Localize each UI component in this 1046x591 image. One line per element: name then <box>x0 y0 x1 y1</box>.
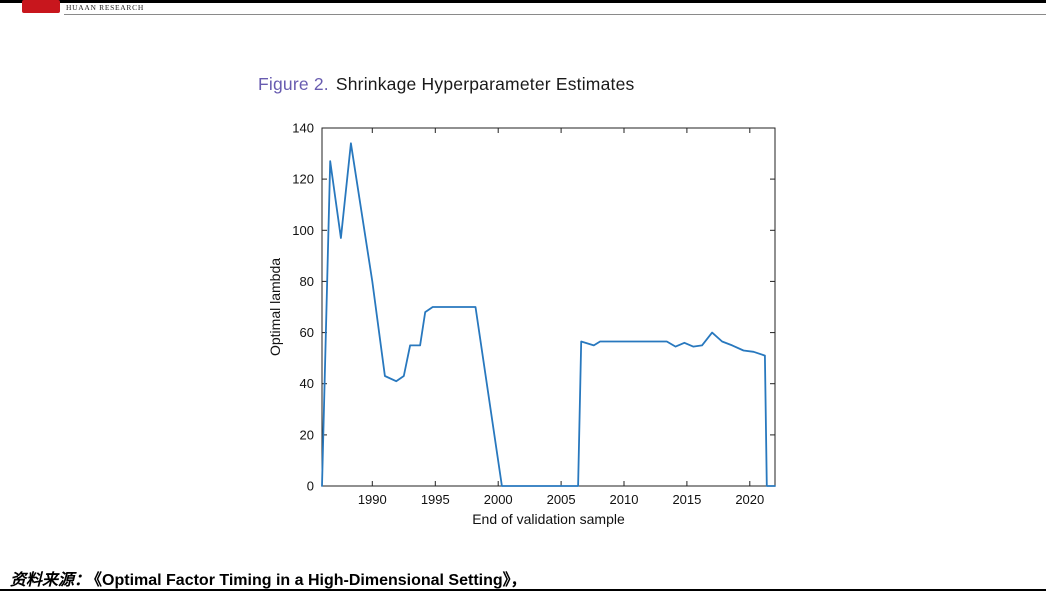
figure-number: Figure 2. <box>258 74 329 94</box>
svg-text:End of validation sample: End of validation sample <box>472 511 625 527</box>
svg-text:Optimal lambda: Optimal lambda <box>267 258 283 356</box>
svg-text:2020: 2020 <box>735 492 764 507</box>
svg-text:20: 20 <box>300 427 314 442</box>
svg-text:120: 120 <box>292 172 314 187</box>
svg-text:1990: 1990 <box>358 492 387 507</box>
source-label: 资料来源： <box>10 572 91 589</box>
figure-title-text: Shrinkage Hyperparameter Estimates <box>335 74 635 94</box>
source-note: 资料来源： 《Optimal Factor Timing in a High-Di… <box>10 566 527 590</box>
svg-text:100: 100 <box>292 223 314 238</box>
svg-text:40: 40 <box>300 376 314 391</box>
svg-text:2000: 2000 <box>484 492 513 507</box>
top-black-bar <box>0 0 1046 3</box>
shrinkage-line-chart: 1990 1995 2000 2005 2010 2015 2020 0 20 40 60 80 100… <box>267 121 776 527</box>
svg-text:0: 0 <box>307 479 314 494</box>
svg-text:2015: 2015 <box>672 492 701 507</box>
bottom-black-bar <box>0 589 1046 591</box>
svg-text:80: 80 <box>300 274 314 289</box>
figure-title: Figure 2. Shrinkage Hyperparameter Estima… <box>258 74 634 95</box>
huaan-logo <box>22 0 60 13</box>
svg-text:2010: 2010 <box>610 492 639 507</box>
svg-text:2005: 2005 <box>547 492 576 507</box>
svg-text:60: 60 <box>300 325 314 340</box>
svg-text:140: 140 <box>292 121 314 136</box>
svg-text:1995: 1995 <box>421 492 450 507</box>
brand-text: HUAAN RESEARCH <box>66 3 144 12</box>
header-divider <box>64 14 1046 15</box>
source-title: 《Optimal Factor Timing in a High-Dimensi… <box>94 572 527 589</box>
figure-panel: 1990 1995 2000 2005 2010 2015 2020 0 20 40 60 80 100… <box>245 62 801 552</box>
